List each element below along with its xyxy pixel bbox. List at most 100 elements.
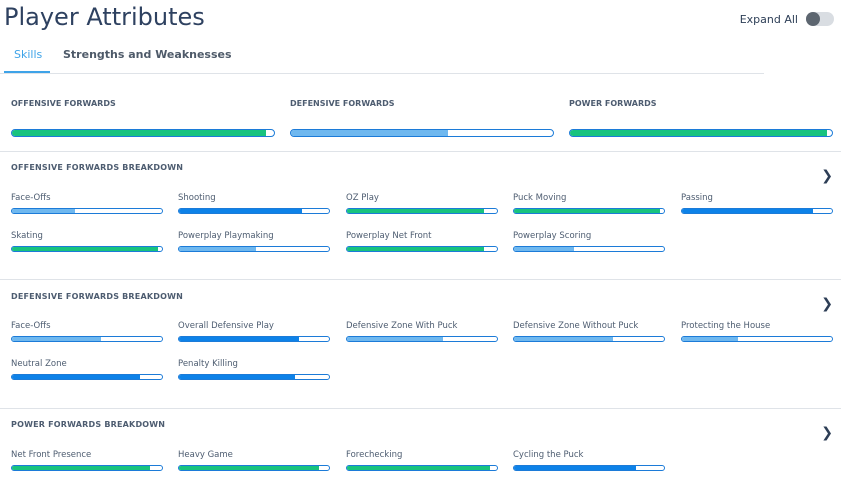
stat-item: Penalty Killing [178, 359, 330, 383]
stat-bar [513, 246, 665, 252]
stat-item: Shooting [178, 193, 330, 217]
stat-item: Neutral Zone [11, 359, 163, 383]
stat-item: OZ Play [346, 193, 498, 217]
expand-all-label: Expand All [739, 12, 798, 26]
stat-label: Face-Offs [11, 193, 51, 203]
stat-label: Protecting the House [681, 321, 771, 331]
stat-label: Neutral Zone [11, 359, 67, 369]
summary-offensive-forwards: OFFENSIVE FORWARDS [11, 99, 275, 139]
stat-fill [682, 209, 813, 213]
chevron-right-icon[interactable]: ❯ [821, 425, 833, 441]
stat-fill [347, 209, 484, 213]
stat-bar [178, 246, 330, 252]
defensive-breakdown-section[interactable]: DEFENSIVE FORWARDS BREAKDOWN ❯ Face-Offs… [0, 280, 841, 409]
stat-bar [11, 208, 163, 214]
stat-item: Protecting the House [681, 321, 833, 345]
stat-label: Defensive Zone With Puck [346, 321, 458, 331]
stat-item: Forechecking [346, 450, 498, 474]
stat-fill [570, 130, 827, 136]
stat-label: Overall Defensive Play [178, 321, 274, 331]
stat-fill [12, 375, 140, 379]
stat-item: Defensive Zone With Puck [346, 321, 498, 345]
stat-fill [179, 209, 302, 213]
stat-item: Passing [681, 193, 833, 217]
power-breakdown-section[interactable]: POWER FORWARDS BREAKDOWN ❯ Net Front Pre… [0, 409, 841, 495]
chevron-right-icon[interactable]: ❯ [821, 168, 833, 184]
stat-item: Face-Offs [11, 321, 163, 345]
stat-label: Net Front Presence [11, 450, 92, 460]
stat-item: Heavy Game [178, 450, 330, 474]
stat-fill [514, 247, 574, 251]
section-title: OFFENSIVE FORWARDS BREAKDOWN [11, 163, 184, 172]
stat-fill [12, 247, 158, 251]
expand-all-toggle[interactable] [806, 12, 834, 26]
stat-fill [12, 130, 267, 136]
stat-fill [179, 466, 319, 470]
stat-label: OZ Play [346, 193, 379, 203]
stat-bar [178, 208, 330, 214]
stat-label: Powerplay Playmaking [178, 231, 274, 241]
stat-fill [347, 247, 484, 251]
stat-fill [514, 209, 660, 213]
stat-fill [179, 247, 256, 251]
summary-defensive-forwards: DEFENSIVE FORWARDS [290, 99, 554, 139]
stat-fill [12, 466, 150, 470]
stat-label: Powerplay Net Front [346, 231, 432, 241]
stat-bar [178, 374, 330, 380]
stat-fill [514, 337, 613, 341]
section-title: DEFENSIVE FORWARDS BREAKDOWN [11, 292, 184, 301]
stat-label: Heavy Game [178, 450, 233, 460]
stat-item: Defensive Zone Without Puck [513, 321, 665, 345]
stat-fill [179, 375, 295, 379]
stat-bar [681, 336, 833, 342]
stat-item: Powerplay Playmaking [178, 231, 330, 255]
stat-fill [12, 209, 75, 213]
stat-bar [11, 336, 163, 342]
stat-bar [11, 246, 163, 252]
stat-bar [11, 374, 163, 380]
stat-label: Forechecking [346, 450, 403, 460]
stat-label: Cycling the Puck [513, 450, 584, 460]
stat-label: OFFENSIVE FORWARDS [11, 99, 116, 108]
stat-item: Overall Defensive Play [178, 321, 330, 345]
stat-bar [178, 465, 330, 471]
tab-bar: Skills Strengths and Weaknesses [0, 40, 764, 74]
stat-fill [179, 337, 299, 341]
page-title: Player Attributes [4, 3, 205, 31]
expand-all-control[interactable]: Expand All [740, 12, 834, 26]
stat-item: Face-Offs [11, 193, 163, 217]
stat-bar [513, 208, 665, 214]
stat-item: Puck Moving [513, 193, 665, 217]
stat-fill [12, 337, 101, 341]
stat-item: Net Front Presence [11, 450, 163, 474]
stat-item: Powerplay Scoring [513, 231, 665, 255]
stat-label: Face-Offs [11, 321, 51, 331]
stat-bar [11, 129, 275, 137]
offensive-breakdown-section[interactable]: OFFENSIVE FORWARDS BREAKDOWN ❯ Face-Offs… [0, 152, 841, 280]
stat-bar [11, 465, 163, 471]
stat-bar [290, 129, 554, 137]
stat-bar [681, 208, 833, 214]
stat-bar [346, 208, 498, 214]
stat-bar [346, 246, 498, 252]
active-tab-indicator [4, 71, 50, 73]
stat-bar [513, 465, 665, 471]
tab-strengths-weaknesses[interactable]: Strengths and Weaknesses [63, 48, 232, 61]
stat-bar [178, 336, 330, 342]
stat-fill [291, 130, 449, 136]
stat-label: Powerplay Scoring [513, 231, 592, 241]
stat-item: Cycling the Puck [513, 450, 665, 474]
stat-label: Puck Moving [513, 193, 567, 203]
stat-fill [347, 466, 490, 470]
section-title: POWER FORWARDS BREAKDOWN [11, 420, 166, 429]
tab-skills[interactable]: Skills [14, 48, 43, 61]
stat-item: Powerplay Net Front [346, 231, 498, 255]
chevron-right-icon[interactable]: ❯ [821, 296, 833, 312]
toggle-knob [806, 12, 820, 26]
stat-bar [346, 465, 498, 471]
stat-label: Passing [681, 193, 713, 203]
stat-bar [569, 129, 833, 137]
summary-power-forwards: POWER FORWARDS [569, 99, 833, 139]
stat-item: Skating [11, 231, 163, 255]
stat-fill [347, 337, 443, 341]
